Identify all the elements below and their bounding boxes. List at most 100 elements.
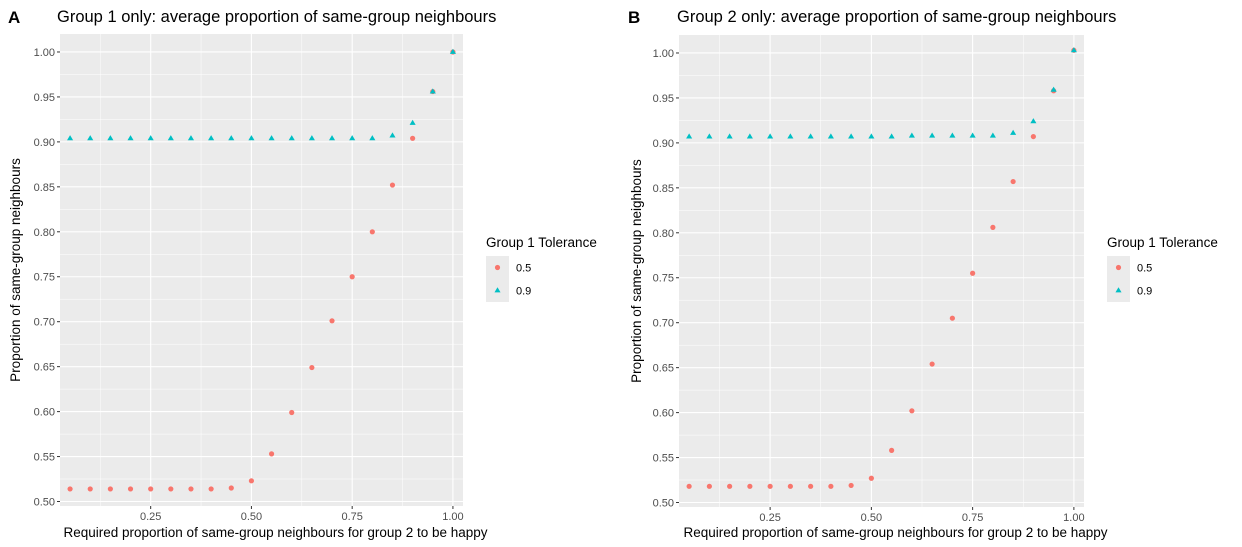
y-tick-label: 0.70 (653, 318, 674, 330)
data-point-triangle (706, 133, 713, 139)
data-point-circle (767, 483, 773, 489)
data-point-triangle (746, 133, 753, 139)
x-tick-label: 0.25 (140, 511, 161, 523)
data-point-triangle (888, 133, 895, 139)
data-point-triangle (767, 133, 774, 139)
data-point-triangle (1030, 118, 1037, 124)
y-axis-title: Proportion of same-group neighbours (629, 159, 644, 383)
data-point-triangle (726, 133, 733, 139)
data-point-circle (188, 486, 194, 492)
data-point-circle (868, 475, 874, 481)
data-point-triangle (1070, 47, 1077, 53)
y-tick-label: 0.70 (34, 317, 55, 329)
y-tick-label: 0.50 (653, 498, 674, 510)
x-tick-label: 0.25 (759, 512, 780, 524)
data-point-circle (747, 483, 753, 489)
data-point-triangle (248, 135, 255, 141)
y-tick-label: 1.00 (653, 48, 674, 60)
y-tick-label: 0.55 (34, 452, 55, 464)
data-point-triangle (369, 135, 376, 141)
data-point-triangle (429, 88, 436, 94)
data-point-circle (970, 270, 976, 276)
data-point-circle (909, 408, 915, 414)
panel-letter: B (628, 8, 640, 27)
y-tick-label: 0.60 (653, 408, 674, 420)
legend-label: 0.9 (516, 286, 531, 298)
x-tick-label: 1.00 (1063, 512, 1084, 524)
data-point-triangle (228, 135, 235, 141)
y-axis-title: Proportion of same-group neighbours (8, 158, 23, 382)
data-point-circle (686, 483, 692, 489)
data-point-triangle (67, 135, 74, 141)
y-tick-label: 0.65 (34, 362, 55, 374)
x-tick-label: 0.50 (861, 512, 882, 524)
data-point-circle (389, 182, 396, 188)
y-tick-label: 0.75 (653, 273, 674, 285)
data-point-triangle (787, 133, 794, 139)
data-point-triangle (929, 132, 936, 138)
legend-title: Group 1 Tolerance (1107, 235, 1218, 250)
y-tick-label: 0.85 (34, 182, 55, 194)
data-point-triangle (969, 132, 976, 138)
data-point-triangle (127, 135, 134, 141)
data-point-circle (848, 482, 854, 489)
data-point-circle (1030, 133, 1036, 140)
data-point-circle (889, 447, 895, 453)
data-point-triangle (868, 133, 875, 139)
data-point-circle (1010, 178, 1016, 185)
y-tick-label: 0.75 (34, 272, 55, 284)
chart-panel-a: 0.50 0.55 0.60 0.65 0.70 0.75 0.80 0.85 0.90 0.95… (8, 8, 597, 540)
x-tick-label: 0.75 (962, 512, 983, 524)
data-point-triangle (167, 135, 174, 141)
data-point-triangle (349, 135, 356, 141)
data-point-triangle (107, 135, 114, 141)
legend-label: 0.5 (1137, 263, 1152, 275)
data-point-triangle (208, 135, 215, 141)
y-tick-label: 0.85 (653, 183, 674, 195)
x-axis-title: Required proportion of same-group neighb… (63, 525, 487, 540)
legend-marker-triangle (1115, 287, 1122, 293)
y-tick-label: 0.90 (653, 138, 674, 150)
data-point-triangle (187, 135, 195, 141)
data-point-triangle (449, 48, 456, 54)
data-point-circle (787, 483, 793, 489)
chart-title: Group 1 only: average proportion of same… (57, 8, 496, 26)
data-point-circle (349, 274, 355, 280)
plot-background (60, 34, 463, 506)
data-point-circle (67, 486, 73, 492)
data-point-circle (990, 224, 996, 230)
data-point-triangle (288, 135, 295, 141)
data-point-circle (929, 361, 935, 367)
data-point-circle (228, 485, 234, 491)
data-point-triangle (686, 133, 693, 139)
data-point-circle (148, 486, 154, 492)
legend: Group 1 Tolerance 0.5 0.9 (1107, 235, 1218, 302)
x-tick-label: 0.50 (241, 511, 262, 523)
y-tick-label: 0.90 (34, 137, 55, 149)
y-tick-label: 0.50 (34, 497, 55, 509)
data-point-triangle (989, 132, 996, 138)
data-point-circle (410, 135, 416, 141)
y-tick-label: 0.65 (653, 363, 674, 375)
y-tick-label: 0.95 (34, 92, 55, 104)
data-point-triangle (147, 135, 154, 141)
data-point-circle (808, 483, 814, 489)
data-point-circle (309, 364, 315, 371)
data-point-circle (329, 318, 335, 324)
legend-marker-circle (1115, 264, 1122, 271)
data-point-circle (168, 486, 174, 492)
panel-letter: A (8, 8, 20, 27)
data-point-triangle (1050, 86, 1057, 92)
y-tick-label: 0.80 (653, 228, 674, 240)
data-point-triangle (1010, 129, 1017, 135)
legend-marker-triangle (494, 287, 501, 293)
data-point-triangle (328, 135, 336, 141)
x-tick-label: 0.75 (341, 511, 362, 523)
data-point-circle (289, 409, 295, 416)
chart-panel-b: 0.50 0.55 0.60 0.65 0.70 0.75 0.80 0.85 0.90 0.95… (628, 8, 1218, 540)
data-point-triangle (87, 135, 94, 141)
data-point-triangle (908, 132, 915, 138)
data-point-triangle (949, 132, 956, 138)
y-tick-label: 0.60 (34, 407, 55, 419)
y-tick-label: 0.55 (653, 453, 674, 465)
